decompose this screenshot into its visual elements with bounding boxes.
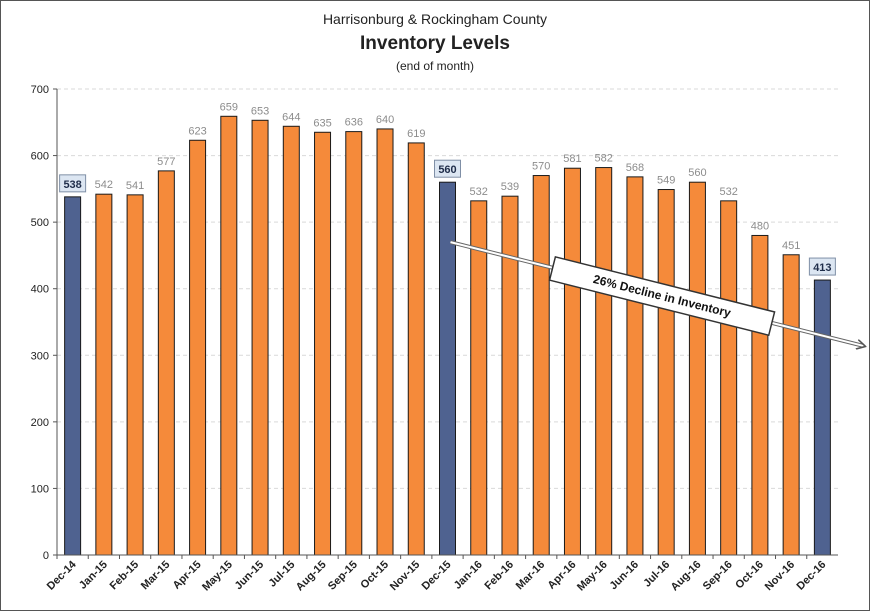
bars [64,115,831,556]
data-label: 413 [813,262,831,274]
data-label: 570 [532,161,550,173]
x-tick-label: Dec-14 [45,558,80,593]
y-tick-label: 700 [31,84,49,96]
x-tick-label: May-15 [200,559,235,594]
x-tick-label: Dec-16 [795,559,829,593]
x-tick-label: Jun-16 [607,559,641,593]
x-tick-label: Feb-15 [108,559,142,593]
y-tick-label: 100 [31,483,49,495]
y-tick-label: 400 [31,284,49,296]
bar-dec-15 [439,181,456,556]
chart-supertitle: Harrisonburg & Rockingham County [322,11,548,27]
data-label: 542 [95,179,113,191]
highlight-label-box [808,257,836,276]
y-tick-label: 500 [31,217,49,229]
x-tick-label: Apr-15 [171,559,204,592]
bar-nov-15 [407,142,425,556]
data-label: 623 [188,125,206,137]
x-tick-label: Aug-16 [669,559,704,594]
x-tick-label: Apr-16 [545,559,578,592]
highlight-label-box [59,174,87,193]
bar-feb-15 [126,194,144,556]
bar-nov-16 [782,254,800,556]
bar-mar-16 [532,175,550,556]
x-tick-label: Mar-15 [139,559,173,593]
x-tick-label: Nov-16 [763,559,797,593]
bar-oct-15 [376,128,394,556]
bar-dec-14 [64,196,82,556]
y-tick-label: 200 [31,417,49,429]
x-tick-label: Aug-15 [294,559,329,594]
data-label: 538 [63,179,81,191]
data-label: 539 [501,181,519,193]
data-label: 532 [470,186,488,198]
data-labels: 538 542 541 577 623 659 653 644 635 636 640 619 560 5… [59,101,836,276]
y-tick-label: 600 [31,151,49,163]
data-label: 560 [438,164,456,176]
bar-aug-15 [314,131,332,556]
data-label: 568 [626,162,644,174]
y-tick-label: 300 [31,350,49,362]
bar-jan-15 [95,193,113,556]
data-label: 636 [345,117,363,129]
data-label: 582 [595,153,613,165]
data-label: 541 [126,180,144,192]
bar-apr-15 [189,139,207,556]
data-label: 581 [563,153,581,165]
data-label: 560 [688,167,706,179]
y-tick-label: 0 [43,550,49,562]
x-tick-label: Oct-15 [358,559,391,592]
bar-jul-16 [657,189,675,556]
data-label: 659 [220,101,238,113]
bar-aug-16 [688,181,706,556]
data-label: 577 [157,156,175,168]
data-label: 480 [751,220,769,232]
bar-jun-16 [626,176,644,556]
bar-may-15 [220,115,238,556]
x-tick-label: Sep-15 [326,559,360,593]
x-tick-label: Jan-16 [452,559,485,592]
bar-sep-16 [720,200,738,556]
x-tick-label: Nov-15 [388,559,422,593]
x-tick-label: Oct-16 [733,559,766,592]
bar-feb-16 [501,195,519,556]
x-tick-label: Mar-16 [514,559,548,593]
data-label: 653 [251,105,269,117]
data-label: 635 [313,117,331,129]
x-tick-label: Feb-16 [483,559,517,593]
decline-label-box [548,255,776,337]
data-label: 640 [376,114,394,126]
bar-sep-15 [345,131,363,556]
bar-jun-15 [251,119,269,556]
bar-dec-16 [813,279,831,556]
data-label: 549 [657,175,675,187]
chart-title: Inventory Levels [360,33,510,54]
bar-jul-15 [282,125,300,556]
x-tick-label: Sep-16 [701,559,735,593]
data-label: 644 [282,111,300,123]
bar-jan-16 [470,200,488,556]
bar-apr-16 [563,167,581,556]
highlight-label-box [434,159,461,178]
x-tick-label: Dec-15 [420,559,454,593]
data-label: 451 [782,240,800,252]
bar-oct-16 [751,234,769,556]
data-label: 619 [407,128,425,140]
x-tick-label: Jan-15 [77,559,110,592]
bar-mar-15 [157,170,175,556]
data-label: 532 [719,186,737,198]
chart-subtitle: (end of month) [395,59,475,73]
x-tick-label: May-16 [575,559,610,594]
bar-may-16 [595,167,613,556]
x-tick-label: Jun-15 [233,559,267,593]
